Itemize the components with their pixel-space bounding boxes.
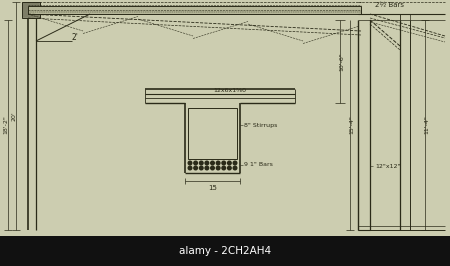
Circle shape <box>188 166 192 170</box>
Circle shape <box>205 161 209 165</box>
Text: 15: 15 <box>208 185 217 191</box>
Circle shape <box>205 166 209 170</box>
Bar <box>188 108 237 159</box>
Circle shape <box>194 166 198 170</box>
Circle shape <box>194 161 198 165</box>
Circle shape <box>199 166 203 170</box>
Text: 10'-6": 10'-6" <box>339 53 345 71</box>
Text: 8" Stirrups: 8" Stirrups <box>244 123 277 127</box>
Bar <box>0 236 450 266</box>
Circle shape <box>233 166 237 170</box>
Circle shape <box>222 161 225 165</box>
Circle shape <box>222 166 225 170</box>
Circle shape <box>188 161 192 165</box>
Text: 9 1" Bars: 9 1" Bars <box>244 163 273 168</box>
Text: alamy - 2CH2AH4: alamy - 2CH2AH4 <box>179 246 271 256</box>
Text: 12"x12": 12"x12" <box>375 164 400 168</box>
Bar <box>28 6 361 14</box>
Circle shape <box>228 166 231 170</box>
Circle shape <box>211 161 214 165</box>
Text: 12x6x1⅝0: 12x6x1⅝0 <box>213 89 247 94</box>
Text: 2': 2' <box>72 34 79 43</box>
Bar <box>22 2 40 18</box>
Circle shape <box>211 166 214 170</box>
Circle shape <box>216 166 220 170</box>
Text: 20': 20' <box>12 111 17 121</box>
Text: 2½ Bars: 2½ Bars <box>375 2 404 8</box>
Circle shape <box>233 161 237 165</box>
Text: 18'-2": 18'-2" <box>4 115 9 134</box>
Circle shape <box>216 161 220 165</box>
Circle shape <box>199 161 203 165</box>
Text: 15'-4": 15'-4" <box>350 115 355 134</box>
Text: 11'-4": 11'-4" <box>424 115 429 134</box>
Circle shape <box>228 161 231 165</box>
